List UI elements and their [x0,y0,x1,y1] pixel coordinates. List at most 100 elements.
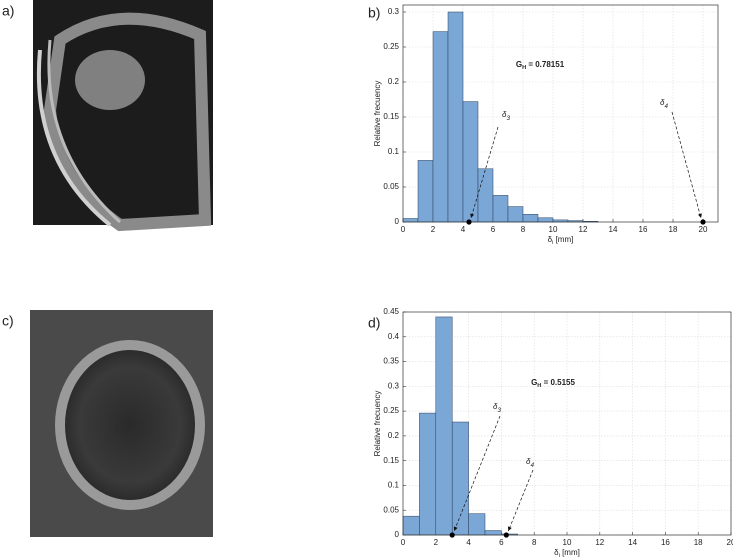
x-tick-label: 10 [563,538,572,547]
y-tick-label: 0.3 [388,381,400,390]
panel-label: d) [368,315,380,331]
y-axis-label: Relative frecuency [373,391,382,457]
y-tick-label: 0.1 [388,481,400,490]
y-tick-label: 0.2 [388,77,400,86]
x-tick-label: 0 [401,538,406,547]
histogram-bar [402,218,419,223]
x-tick-label: 14 [609,225,618,234]
x-axis-label-part: δ [554,548,559,557]
y-tick-label: 0 [395,217,400,226]
histogram-bar [447,11,464,223]
marker-label-part: δ [502,110,507,119]
marker-point [466,219,472,225]
histogram-bar [484,530,502,536]
marker-point [449,532,455,538]
histogram-bar [507,206,524,223]
y-tick-label: 0.35 [383,357,399,366]
x-tick-label: 20 [727,538,733,547]
x-tick-label: 16 [661,538,670,547]
marker-label-part: 4 [664,103,668,110]
x-axis-label: δi [mm] [548,235,574,246]
x-axis-label-part: [mm] [553,235,573,244]
y-tick-label: 0.4 [388,332,400,341]
x-axis-label-part: [mm] [560,548,580,557]
histogram-bar [477,168,494,223]
arrow [671,111,702,219]
x-tick-label: 8 [521,225,526,234]
histogram-bar [432,31,449,223]
y-tick-label: 0.45 [383,307,399,316]
annotation: GH = 0.78151 [516,60,565,71]
x-axis-label-part: i [559,553,560,558]
histogram-bar [417,160,434,223]
x-tick-label: 20 [699,225,708,234]
histogram-bar [435,316,453,536]
marker-point [503,532,509,538]
marker-label-part: δ [660,98,665,107]
marker-label: δ4 [660,98,668,110]
y-tick-label: 0.3 [388,7,400,16]
x-tick-label: 14 [628,538,637,547]
marker-label-part: δ [526,457,531,466]
annotation-part: H [522,65,526,71]
histogram-bar [522,214,539,223]
y-tick-label: 0.05 [383,182,399,191]
y-tick-label: 0.1 [388,147,400,156]
marker-label: δ3 [502,110,510,122]
histogram-bar [462,101,479,223]
histogram-bar [402,515,420,536]
x-tick-label: 4 [461,225,466,234]
histogram-bar [492,195,509,223]
annotation-part: H [537,383,541,389]
histogram-bar [537,217,554,223]
x-tick-label: 6 [499,538,504,547]
arrow [507,469,534,532]
x-tick-label: 4 [466,538,471,547]
x-tick-label: 16 [639,225,648,234]
panel-label: b) [368,5,380,21]
mri-image-c [30,310,213,537]
marker-label: δ4 [526,457,534,469]
y-tick-label: 0.05 [383,505,399,514]
plot-frame [402,4,719,223]
y-tick-label: 0.15 [383,112,399,121]
marker-label-part: 4 [530,462,534,469]
panel-label: a) [2,3,14,19]
marker-label: δ3 [493,402,501,414]
y-tick-label: 0.25 [383,42,399,51]
x-tick-label: 12 [595,538,604,547]
y-axis-label: Relative frecuency [373,81,382,147]
y-tick-label: 0.2 [388,431,400,440]
x-axis-label-part: i [552,240,553,246]
x-tick-label: 8 [532,538,537,547]
annotation-part: G [531,378,537,387]
x-tick-label: 12 [579,225,588,234]
x-axis-label: δi [mm] [554,548,580,558]
annotation-part: = 0.5155 [541,378,575,387]
arrow [470,126,499,219]
histogram-bar [468,513,486,536]
annotation: GH = 0.5155 [531,378,575,389]
annotation-part: G [516,60,522,69]
arrow [453,415,501,532]
mri-image-a [33,0,213,232]
marker-point [700,219,706,225]
x-tick-label: 18 [669,225,678,234]
x-tick-label: 10 [549,225,558,234]
plot-frame [402,311,732,536]
x-tick-label: 18 [694,538,703,547]
x-axis-label-part: δ [548,235,553,244]
y-tick-label: 0.25 [383,406,399,415]
marker-label-part: 3 [506,115,510,122]
marker-label-part: 3 [497,407,501,414]
x-tick-label: 6 [491,225,496,234]
y-tick-label: 0.15 [383,456,399,465]
panel-label: c) [2,313,14,329]
x-tick-label: 2 [434,538,439,547]
histogram-bar [419,412,437,536]
x-tick-label: 2 [431,225,436,234]
x-tick-label: 0 [401,225,406,234]
histogram-bar [451,421,469,536]
marker-label-part: δ [493,402,498,411]
